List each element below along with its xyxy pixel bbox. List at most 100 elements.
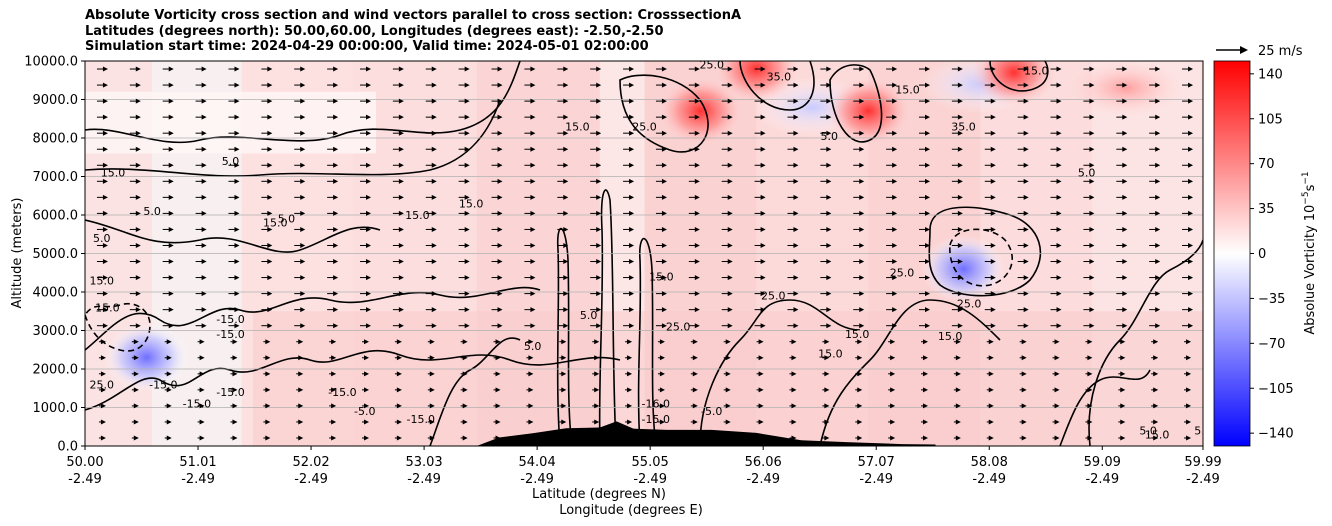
wind-vector: [623, 210, 635, 216]
wind-vector: [592, 355, 600, 361]
wind-vector: [888, 355, 896, 361]
wind-vector: [557, 130, 569, 136]
wind-vector-head: [561, 355, 567, 361]
wind-vector: [625, 419, 633, 425]
wind-vector: [1182, 98, 1194, 104]
wind-vector-head: [594, 419, 600, 425]
wind-vector-head: [497, 130, 503, 136]
wind-vector-head: [1188, 98, 1194, 104]
wind-vector: [195, 162, 207, 168]
wind-vector: [327, 259, 339, 265]
wind-vector: [886, 275, 898, 281]
wind-vector-head: [1087, 403, 1093, 409]
wind-vector-head: [1186, 435, 1192, 441]
wind-vector-head: [1120, 339, 1126, 345]
wind-vector: [327, 130, 339, 136]
wind-vector-head: [1023, 98, 1029, 104]
wind-vector: [590, 178, 602, 184]
wind-vector-head: [396, 419, 402, 425]
wind-vector-head: [659, 339, 665, 345]
wind-vector: [789, 387, 797, 393]
wind-vector: [524, 291, 536, 297]
wind-vector: [1182, 194, 1194, 200]
wind-vector: [623, 323, 635, 329]
wind-vector: [888, 403, 896, 409]
wind-vector: [1182, 242, 1194, 248]
wind-vector-head: [1153, 419, 1159, 425]
wind-vector-head: [727, 323, 733, 329]
wind-vector-head: [890, 435, 896, 441]
x-tick-label-lon: -2.49: [407, 472, 441, 487]
wind-vector: [197, 435, 205, 441]
wind-vector-head: [331, 371, 337, 377]
wind-vector-head: [596, 259, 602, 265]
wind-vector-head: [760, 98, 766, 104]
wind-vector: [261, 114, 273, 120]
y-tick-label: 9000.0: [33, 93, 79, 108]
wind-vector: [96, 194, 108, 200]
wind-vector: [787, 226, 799, 232]
wind-vector: [392, 162, 404, 168]
chart-title: Absolute Vorticity cross section and win…: [85, 8, 741, 55]
contour-label: -15.0: [216, 313, 244, 326]
wind-vector-head: [300, 210, 306, 216]
wind-vector-head: [725, 403, 731, 409]
wind-vector: [228, 275, 240, 281]
wind-vector: [228, 130, 240, 136]
wind-vector-head: [1188, 146, 1194, 152]
wind-vector: [228, 82, 240, 88]
wind-vector: [491, 194, 503, 200]
wind-vector: [1182, 275, 1194, 281]
wind-vector-head: [300, 259, 306, 265]
wind-vector: [392, 146, 404, 152]
wind-vector-head: [892, 82, 898, 88]
wind-vector-head: [234, 162, 240, 168]
wind-vector-head: [1023, 259, 1029, 265]
wind-vector: [951, 275, 963, 281]
wind-vector-head: [758, 403, 764, 409]
wind-vector-head: [398, 259, 404, 265]
wind-vector-head: [629, 98, 635, 104]
wind-vector: [723, 339, 731, 345]
wind-vector-head: [563, 275, 569, 281]
wind-vector-head: [629, 275, 635, 281]
wind-vector-head: [594, 355, 600, 361]
wind-vector-head: [133, 435, 139, 441]
wind-vector: [129, 323, 141, 329]
wind-vector: [886, 307, 898, 313]
colorbar-tick-label: 140: [1258, 67, 1283, 82]
wind-vector: [787, 146, 799, 152]
x-tick-label-lat: 59.09: [1084, 455, 1121, 470]
wind-vector-head: [892, 242, 898, 248]
wind-vector: [984, 210, 996, 216]
wind-vector: [1149, 146, 1161, 152]
wind-vector-head: [102, 226, 108, 232]
wind-vector-head: [1087, 387, 1093, 393]
wind-vector: [623, 291, 635, 297]
wind-vector-head: [1155, 323, 1161, 329]
wind-vector-head: [102, 98, 108, 104]
wind-vector: [723, 371, 731, 377]
wind-vector-head: [661, 130, 667, 136]
wind-vector-head: [859, 162, 865, 168]
wind-vector-head: [166, 339, 172, 345]
wind-vector-head: [366, 210, 371, 216]
wind-vector: [460, 371, 468, 377]
wind-vector-head: [133, 403, 139, 409]
contour-line: [1088, 239, 1203, 446]
wind-vector: [688, 323, 700, 329]
wind-vector-head: [1186, 387, 1192, 393]
wind-vector-head: [725, 339, 731, 345]
wind-vector: [392, 194, 404, 200]
wind-vector-head: [725, 355, 731, 361]
wind-vector: [1116, 291, 1128, 297]
wind-vector-head: [627, 339, 633, 345]
wind-vector-head: [629, 130, 635, 136]
wind-vector: [162, 226, 174, 232]
wind-vector: [1050, 291, 1062, 297]
wind-vector-head: [201, 98, 207, 104]
wind-vector-head: [990, 130, 996, 136]
wind-vector: [195, 323, 207, 329]
wind-vector-head: [234, 82, 240, 88]
wind-vector: [855, 419, 863, 425]
